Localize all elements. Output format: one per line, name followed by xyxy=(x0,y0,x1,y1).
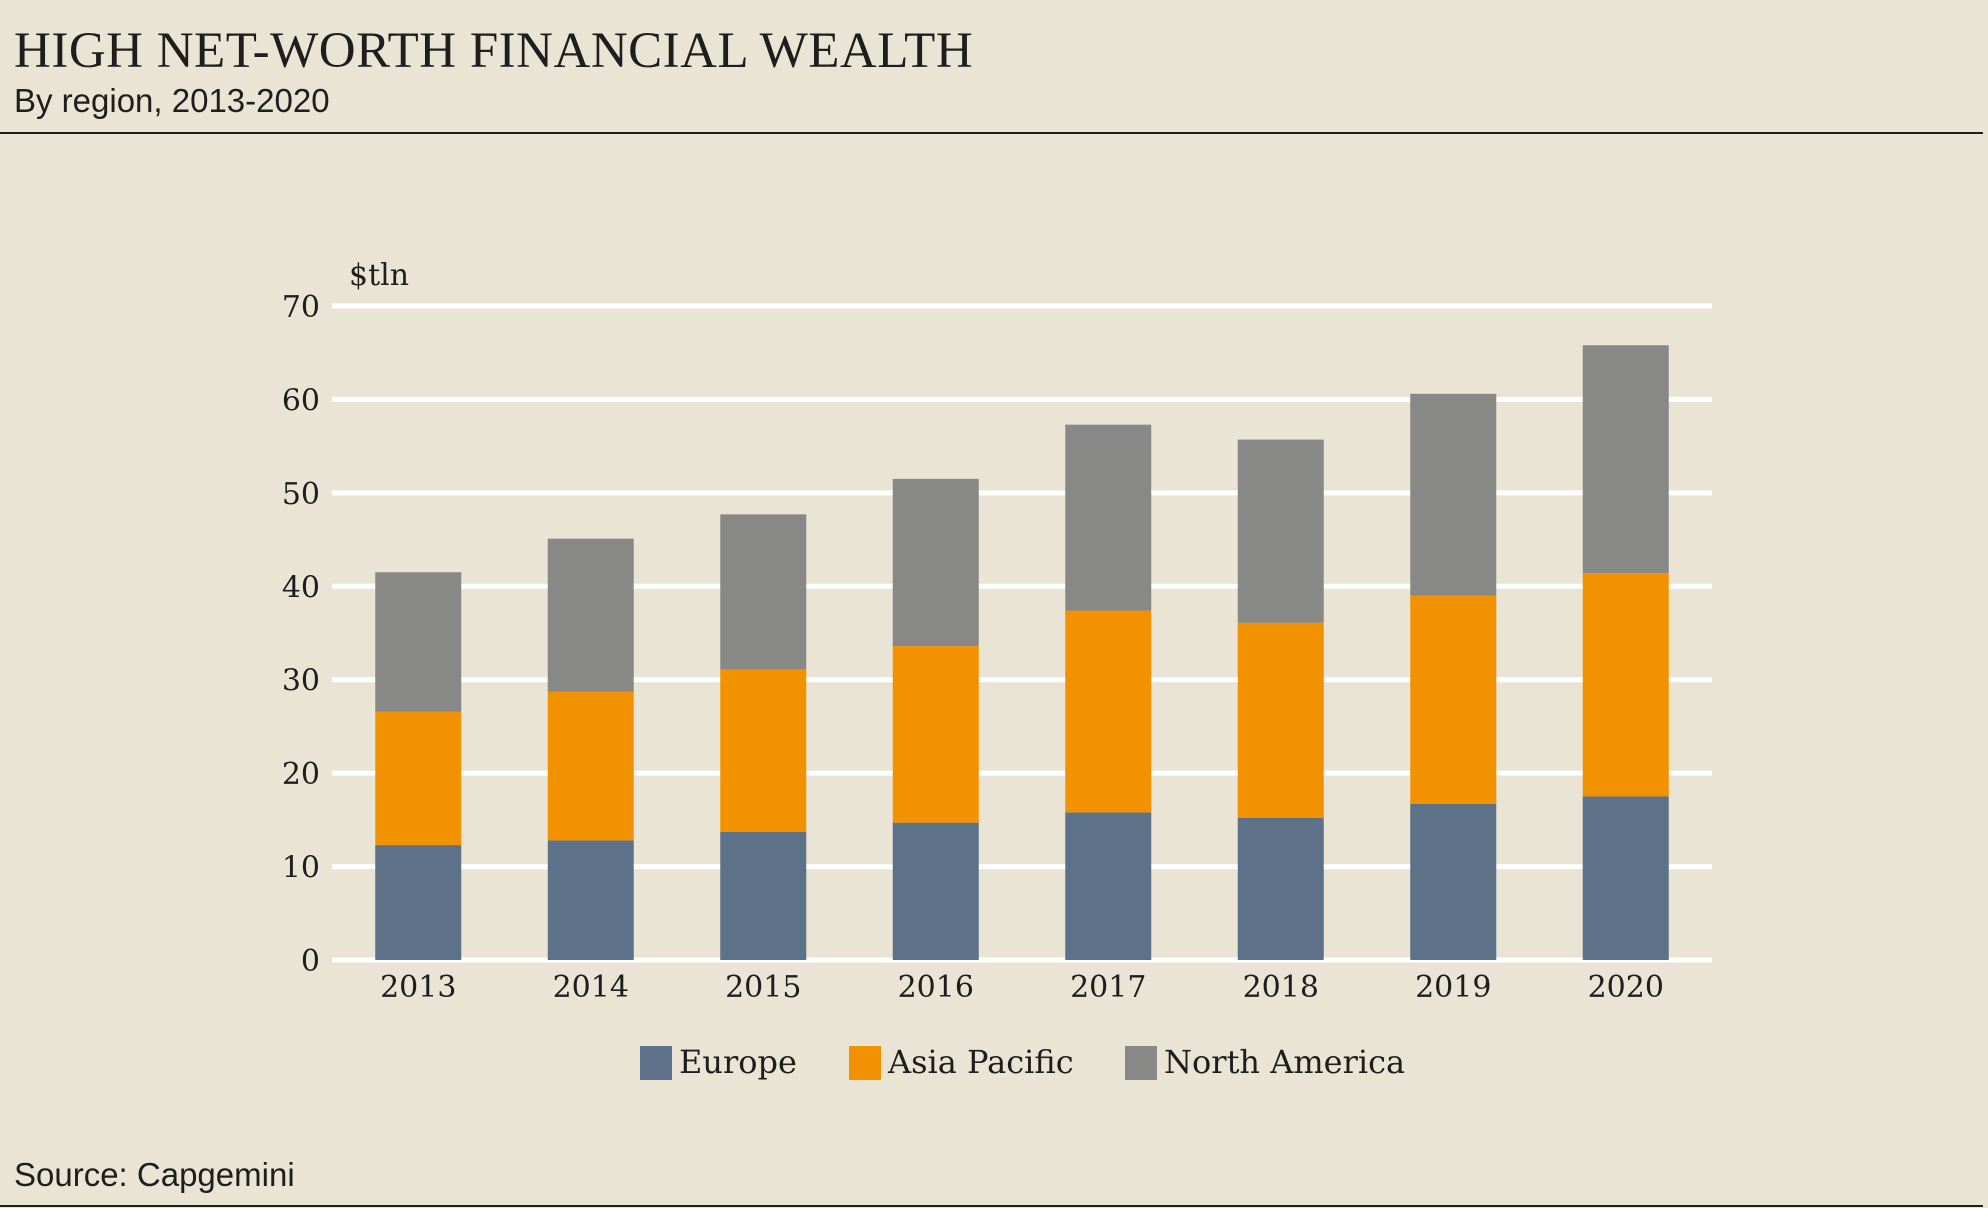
x-tick-label-2014: 2014 xyxy=(553,970,629,1005)
x-tick-label-2020: 2020 xyxy=(1588,970,1664,1005)
x-tick-label-2015: 2015 xyxy=(725,970,801,1005)
bar-europe-2014 xyxy=(547,840,634,960)
x-tick-label-2016: 2016 xyxy=(898,970,974,1005)
y-tick-label-60: 60 xyxy=(282,383,320,418)
gridlines xyxy=(332,303,1712,963)
bar-asia-pacific-2019 xyxy=(1410,595,1497,804)
legend-swatch-north-america xyxy=(1125,1046,1157,1080)
y-axis-tick-labels: 0 10 20 30 40 50 60 70 xyxy=(282,290,320,979)
bar-north-america-2019 xyxy=(1410,393,1497,596)
source-note: Source: Capgemini xyxy=(14,1156,295,1193)
bar-europe-2016 xyxy=(892,822,979,960)
x-tick-label-2017: 2017 xyxy=(1070,970,1146,1005)
bar-asia-pacific-2017 xyxy=(1065,610,1152,813)
bar-europe-2017 xyxy=(1065,812,1152,960)
legend-swatch-asia-pacific xyxy=(849,1046,881,1080)
header-divider xyxy=(0,132,1983,134)
bar-north-america-2017 xyxy=(1065,424,1152,611)
legend-label-europe: Europe xyxy=(679,1043,797,1081)
y-tick-label-70: 70 xyxy=(282,290,320,325)
bar-asia-pacific-2018 xyxy=(1237,622,1324,818)
y-tick-label-20: 20 xyxy=(282,757,320,792)
bar-asia-pacific-2014 xyxy=(547,691,634,841)
y-tick-label-10: 10 xyxy=(282,851,320,886)
bar-north-america-2016 xyxy=(892,478,979,647)
x-tick-label-2019: 2019 xyxy=(1415,970,1491,1005)
y-tick-label-30: 30 xyxy=(282,664,320,699)
bar-north-america-2013 xyxy=(375,572,462,712)
x-tick-label-2018: 2018 xyxy=(1243,970,1319,1005)
legend-label-asia-pacific: Asia Pacific xyxy=(887,1043,1074,1081)
bar-europe-2019 xyxy=(1410,803,1497,960)
legend-swatch-europe xyxy=(640,1046,672,1080)
bar-north-america-2014 xyxy=(547,538,634,692)
bars xyxy=(375,345,1669,960)
footer-divider xyxy=(0,1205,1983,1207)
bar-asia-pacific-2013 xyxy=(375,711,462,846)
bar-asia-pacific-2020 xyxy=(1582,573,1669,797)
bar-asia-pacific-2016 xyxy=(892,646,979,823)
chart-subtitle: By region, 2013-2020 xyxy=(14,82,330,119)
bar-europe-2015 xyxy=(720,832,807,960)
y-axis-unit-label: $tln xyxy=(349,258,409,293)
bar-europe-2013 xyxy=(375,845,462,960)
chart-title: HIGH NET-WORTH FINANCIAL WEALTH xyxy=(14,23,974,79)
y-tick-label-50: 50 xyxy=(282,477,320,512)
x-tick-label-2013: 2013 xyxy=(380,970,456,1005)
legend: Europe Asia Pacific North America xyxy=(640,1043,1405,1081)
bar-north-america-2020 xyxy=(1582,345,1669,574)
bar-north-america-2015 xyxy=(720,514,807,670)
y-tick-label-40: 40 xyxy=(282,570,320,605)
bar-north-america-2018 xyxy=(1237,439,1324,623)
y-tick-label-0: 0 xyxy=(301,944,320,979)
bar-europe-2018 xyxy=(1237,817,1324,960)
x-axis-tick-labels: 2013 2014 2015 2016 2017 2018 2019 2020 xyxy=(380,970,1664,1005)
bar-asia-pacific-2015 xyxy=(720,669,807,833)
bar-europe-2020 xyxy=(1582,796,1669,960)
legend-label-north-america: North America xyxy=(1164,1043,1405,1081)
